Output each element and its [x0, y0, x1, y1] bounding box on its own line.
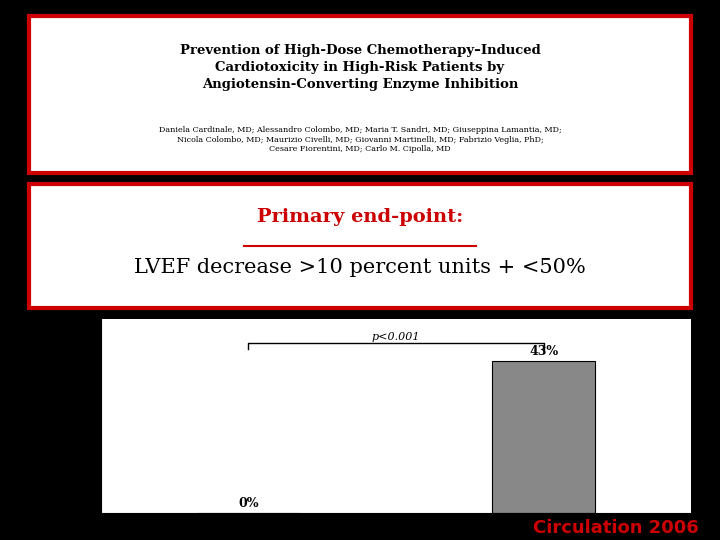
Text: LVEF decrease >10 percent units + <50%: LVEF decrease >10 percent units + <50% [134, 258, 586, 277]
Text: Primary end-point:: Primary end-point: [257, 208, 463, 226]
Text: 43%: 43% [529, 345, 558, 358]
Bar [492, 361, 595, 513]
FancyBboxPatch shape [29, 16, 691, 173]
Text: Prevention of High-Dose Chemotherapy–Induced
Cardiotoxicity in High-Risk Patient: Prevention of High-Dose Chemotherapy–Ind… [179, 44, 541, 91]
Text: Circulation 2006: Circulation 2006 [533, 519, 698, 537]
Text: 0%: 0% [238, 497, 258, 510]
Y-axis label: Patients (%): Patients (%) [60, 377, 73, 454]
Text: p<0.001: p<0.001 [372, 332, 420, 342]
Text: Daniela Cardinale, MD; Alessandro Colombo, MD; Maria T. Sandri, MD; Giuseppina L: Daniela Cardinale, MD; Alessandro Colomb… [158, 126, 562, 153]
FancyBboxPatch shape [29, 184, 691, 308]
